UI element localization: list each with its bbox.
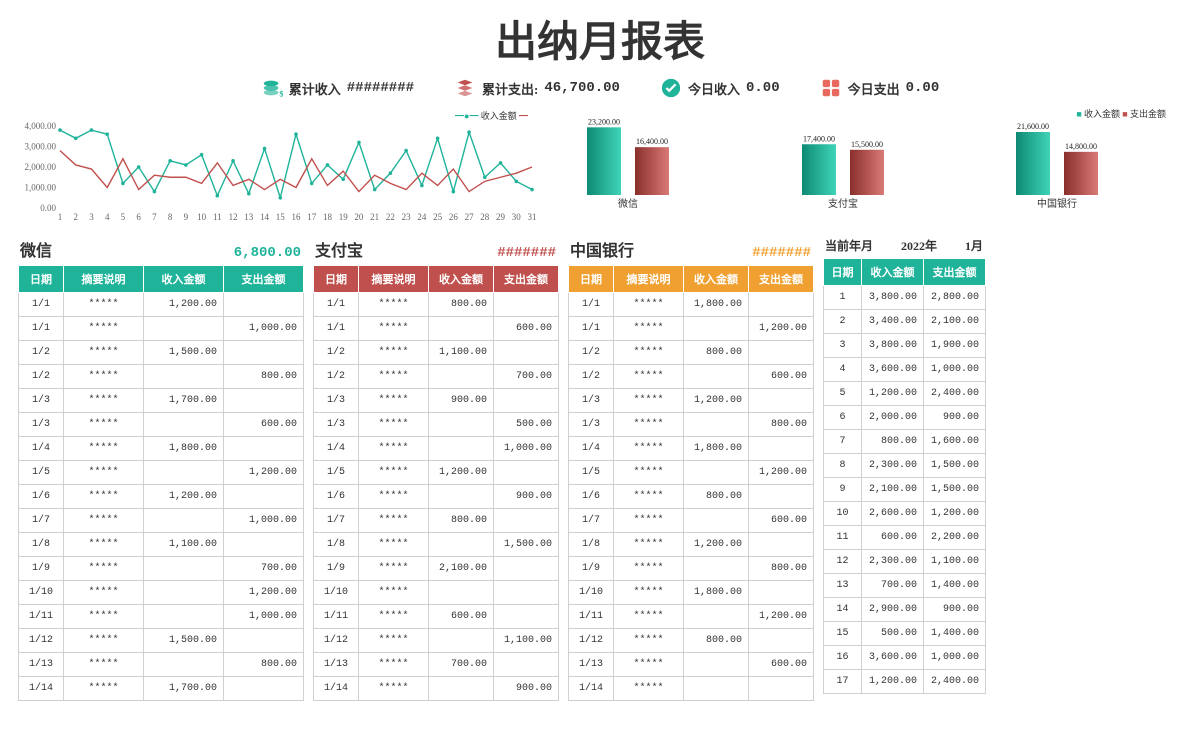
svg-text:3: 3 xyxy=(89,212,94,222)
svg-text:16: 16 xyxy=(292,212,302,222)
svg-text:8: 8 xyxy=(168,212,173,222)
line-chart: ━●━ 收入金额 ━ 0.001,000.002,000.003,000.004… xyxy=(18,109,538,225)
svg-text:21,600.00: 21,600.00 xyxy=(1017,122,1049,131)
svg-text:14: 14 xyxy=(260,212,270,222)
svg-text:23: 23 xyxy=(402,212,412,222)
kpi-item: 今日支出0.00 xyxy=(820,77,940,99)
svg-text:20: 20 xyxy=(354,212,364,222)
svg-text:11: 11 xyxy=(213,212,222,222)
svg-text:17: 17 xyxy=(307,212,317,222)
section: 中国银行#######日期摘要说明收入金额支出金额1/1*****1,800.0… xyxy=(568,233,813,701)
svg-text:25: 25 xyxy=(433,212,443,222)
svg-text:30: 30 xyxy=(512,212,522,222)
svg-text:13: 13 xyxy=(244,212,254,222)
svg-text:17,400.00: 17,400.00 xyxy=(803,134,835,143)
section: 当前年月2022年1月日期收入金额支出金额13,800.002,800.0023… xyxy=(823,233,985,701)
svg-text:0.00: 0.00 xyxy=(40,203,56,213)
svg-text:23,200.00: 23,200.00 xyxy=(588,117,620,126)
svg-text:26: 26 xyxy=(449,212,459,222)
data-table: 日期收入金额支出金额13,800.002,800.0023,400.002,10… xyxy=(823,258,986,694)
svg-text:1,000.00: 1,000.00 xyxy=(25,183,57,193)
svg-text:28: 28 xyxy=(480,212,490,222)
svg-text:7: 7 xyxy=(152,212,157,222)
svg-text:22: 22 xyxy=(386,212,395,222)
svg-text:15: 15 xyxy=(276,212,286,222)
kpi-item: 今日收入0.00 xyxy=(660,77,780,99)
svg-text:6: 6 xyxy=(136,212,141,222)
bar-panel: 17,400.00 15,500.00 支付宝 xyxy=(763,109,968,225)
bar-charts: ■ 收入金额 ■ 支出金额 23,200.00 16,400.00 微信 17,… xyxy=(548,109,1182,225)
svg-text:4,000.00: 4,000.00 xyxy=(25,122,57,131)
svg-text:1: 1 xyxy=(58,212,63,222)
svg-text:4: 4 xyxy=(105,212,110,222)
svg-text:16,400.00: 16,400.00 xyxy=(636,137,668,146)
svg-text:5: 5 xyxy=(121,212,126,222)
svg-text:24: 24 xyxy=(417,212,427,222)
svg-text:支付宝: 支付宝 xyxy=(828,197,858,209)
svg-text:27: 27 xyxy=(465,212,475,222)
svg-text:29: 29 xyxy=(496,212,506,222)
data-table: 日期摘要说明收入金额支出金额1/1*****1,800.001/1*****1,… xyxy=(568,265,814,701)
kpi-item: 累计支出:46,700.00 xyxy=(454,77,620,99)
svg-text:12: 12 xyxy=(229,212,238,222)
section: 微信6,800.00日期摘要说明收入金额支出金额1/1*****1,200.00… xyxy=(18,233,303,701)
svg-text:微信: 微信 xyxy=(618,197,638,209)
section: 支付宝#######日期摘要说明收入金额支出金额1/1*****800.001/… xyxy=(313,233,558,701)
svg-text:2: 2 xyxy=(73,212,78,222)
bar-panel: 21,600.00 14,800.00 中国银行 xyxy=(977,109,1182,225)
svg-text:19: 19 xyxy=(339,212,349,222)
svg-text:中国银行: 中国银行 xyxy=(1037,197,1077,209)
svg-text:9: 9 xyxy=(184,212,189,222)
svg-text:10: 10 xyxy=(197,212,207,222)
svg-text:15,500.00: 15,500.00 xyxy=(851,140,883,149)
kpi-item: $累计收入######## xyxy=(261,77,414,99)
data-table: 日期摘要说明收入金额支出金额1/1*****800.001/1*****600.… xyxy=(313,265,559,701)
svg-text:31: 31 xyxy=(528,212,537,222)
svg-text:3,000.00: 3,000.00 xyxy=(25,142,57,152)
page-title: 出纳月报表 xyxy=(0,0,1200,73)
bar-panel: 23,200.00 16,400.00 微信 xyxy=(548,109,753,225)
svg-text:14,800.00: 14,800.00 xyxy=(1065,142,1097,151)
svg-text:2,000.00: 2,000.00 xyxy=(25,162,57,172)
svg-text:$: $ xyxy=(279,89,283,98)
data-table: 日期摘要说明收入金额支出金额1/1*****1,200.001/1*****1,… xyxy=(18,265,304,701)
svg-text:21: 21 xyxy=(370,212,379,222)
kpi-row: $累计收入######## 累计支出:46,700.00 今日收入0.00 今日支出0… xyxy=(0,73,1200,109)
svg-text:18: 18 xyxy=(323,212,333,222)
